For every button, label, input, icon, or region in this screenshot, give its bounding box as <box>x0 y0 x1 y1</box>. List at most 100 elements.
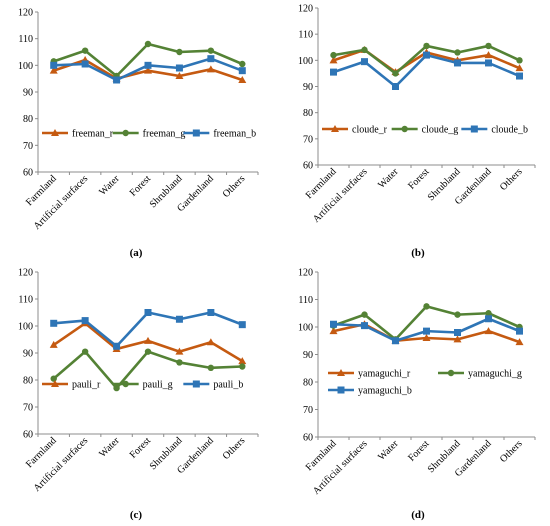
data-point-pauli_b <box>50 319 58 327</box>
data-point-pauli_g <box>144 348 152 355</box>
data-point-yamaguchi_b <box>516 327 523 335</box>
legend-marker-freeman_b <box>192 129 200 137</box>
x-tick-label: Water <box>97 435 122 460</box>
y-tick-label: 100 <box>18 61 33 72</box>
data-point-cloude_b <box>423 51 430 59</box>
x-tick-label: Forest <box>128 173 154 199</box>
x-tick-label: Artificial surfaces <box>311 166 370 225</box>
data-point-yamaguchi_b <box>423 327 430 335</box>
data-point-cloude_g <box>392 70 399 77</box>
legend-marker-pauli_g <box>122 380 129 388</box>
data-point-pauli_r <box>49 340 58 348</box>
data-point-freeman_b <box>81 60 89 68</box>
legend-label-cloude_g: cloude_g <box>422 125 459 136</box>
data-point-freeman_g <box>239 60 246 68</box>
x-tick-label: Forest <box>128 435 154 461</box>
data-point-freeman_b <box>238 67 246 75</box>
data-point-cloude_b <box>361 58 368 66</box>
y-tick-label: 110 <box>298 30 313 41</box>
x-tick-label: Artificial surfaces <box>311 438 370 497</box>
data-point-cloude_g <box>330 51 337 59</box>
data-point-cloude_b <box>516 72 523 80</box>
data-point-cloude_r <box>329 56 338 64</box>
x-tick-label: Artificial surfaces <box>32 435 91 494</box>
data-point-pauli_b <box>207 309 215 316</box>
y-tick-label: 70 <box>23 403 33 414</box>
legend-marker-freeman_g <box>122 129 129 137</box>
x-tick-label: Others <box>221 435 248 462</box>
y-tick-label: 90 <box>303 350 313 361</box>
data-point-yamaguchi_b <box>392 337 399 345</box>
data-point-freeman_g <box>176 48 183 56</box>
x-tick-label: Water <box>376 166 401 191</box>
y-tick-label: 70 <box>23 141 33 152</box>
data-point-freeman_b <box>144 61 152 69</box>
data-point-pauli_g <box>176 359 183 366</box>
y-tick-label: 100 <box>18 322 33 333</box>
data-point-yamaguchi_r <box>453 335 462 343</box>
legend-marker-cloude_b <box>470 125 478 133</box>
y-tick-label: 60 <box>23 430 33 441</box>
data-point-freeman_r <box>238 76 247 83</box>
legend-label-pauli_g: pauli_g <box>143 380 173 391</box>
y-tick-label: 90 <box>23 349 33 360</box>
data-point-cloude_g <box>454 49 461 56</box>
data-point-cloude_b <box>454 59 461 67</box>
data-point-cloude_b <box>485 59 492 67</box>
panel-caption: (a) <box>130 247 143 259</box>
panel-caption: (c) <box>130 509 143 521</box>
x-tick-label: Water <box>97 173 122 198</box>
y-tick-label: 90 <box>23 88 33 99</box>
data-point-yamaguchi_r <box>515 338 524 346</box>
data-point-freeman_g <box>81 47 89 54</box>
data-point-yamaguchi_b <box>361 322 368 330</box>
data-point-yamaguchi_b <box>330 320 337 328</box>
data-point-cloude_g <box>423 42 430 50</box>
data-point-freeman_r <box>49 66 58 74</box>
data-point-freeman_b <box>175 64 183 72</box>
data-point-pauli_b <box>144 309 152 316</box>
y-tick-label: 90 <box>303 82 313 93</box>
data-point-pauli_g <box>50 375 57 382</box>
x-tick-label: Water <box>376 438 401 463</box>
data-point-cloude_g <box>485 42 492 50</box>
legend-label-yamaguchi_b: yamaguchi_b <box>358 386 412 397</box>
data-point-pauli_b <box>113 342 121 350</box>
data-point-cloude_g <box>516 57 523 64</box>
y-tick-label: 70 <box>303 134 313 145</box>
x-tick-label: Artificial surfaces <box>32 173 91 232</box>
legend-marker-pauli_r <box>51 380 59 387</box>
x-tick-label: Others <box>498 438 525 465</box>
y-tick-label: 110 <box>298 295 313 306</box>
y-tick-label: 100 <box>298 323 313 334</box>
data-point-pauli_g <box>113 384 120 392</box>
data-point-freeman_g <box>207 47 215 54</box>
y-tick-label: 110 <box>18 34 33 45</box>
legend-marker-cloude_g <box>401 125 408 133</box>
y-tick-label: 80 <box>23 114 33 125</box>
y-tick-label: 120 <box>298 268 313 279</box>
data-point-yamaguchi_b <box>485 315 492 323</box>
y-tick-label: 100 <box>298 56 313 67</box>
data-point-pauli_b <box>238 321 246 329</box>
data-point-cloude_b <box>330 68 337 76</box>
y-tick-label: 80 <box>303 108 313 119</box>
data-point-pauli_r <box>175 347 184 355</box>
data-point-yamaguchi_b <box>454 329 461 336</box>
data-point-cloude_r <box>515 64 524 72</box>
data-point-freeman_r <box>206 65 215 73</box>
data-point-pauli_r <box>206 338 215 346</box>
x-tick-label: Others <box>221 173 248 200</box>
x-tick-label: Forest <box>406 166 432 192</box>
data-point-pauli_g <box>239 363 246 370</box>
y-tick-label: 60 <box>23 168 33 179</box>
y-tick-label: 110 <box>18 295 33 306</box>
legend-label-yamaguchi_r: yamaguchi_r <box>358 369 411 380</box>
data-point-yamaguchi_g <box>423 303 430 310</box>
data-point-yamaguchi_r <box>329 327 338 335</box>
y-tick-label: 70 <box>303 405 313 416</box>
data-point-pauli_r <box>238 357 247 365</box>
legend-label-cloude_b: cloude_b <box>491 125 528 136</box>
data-point-pauli_g <box>207 364 215 372</box>
